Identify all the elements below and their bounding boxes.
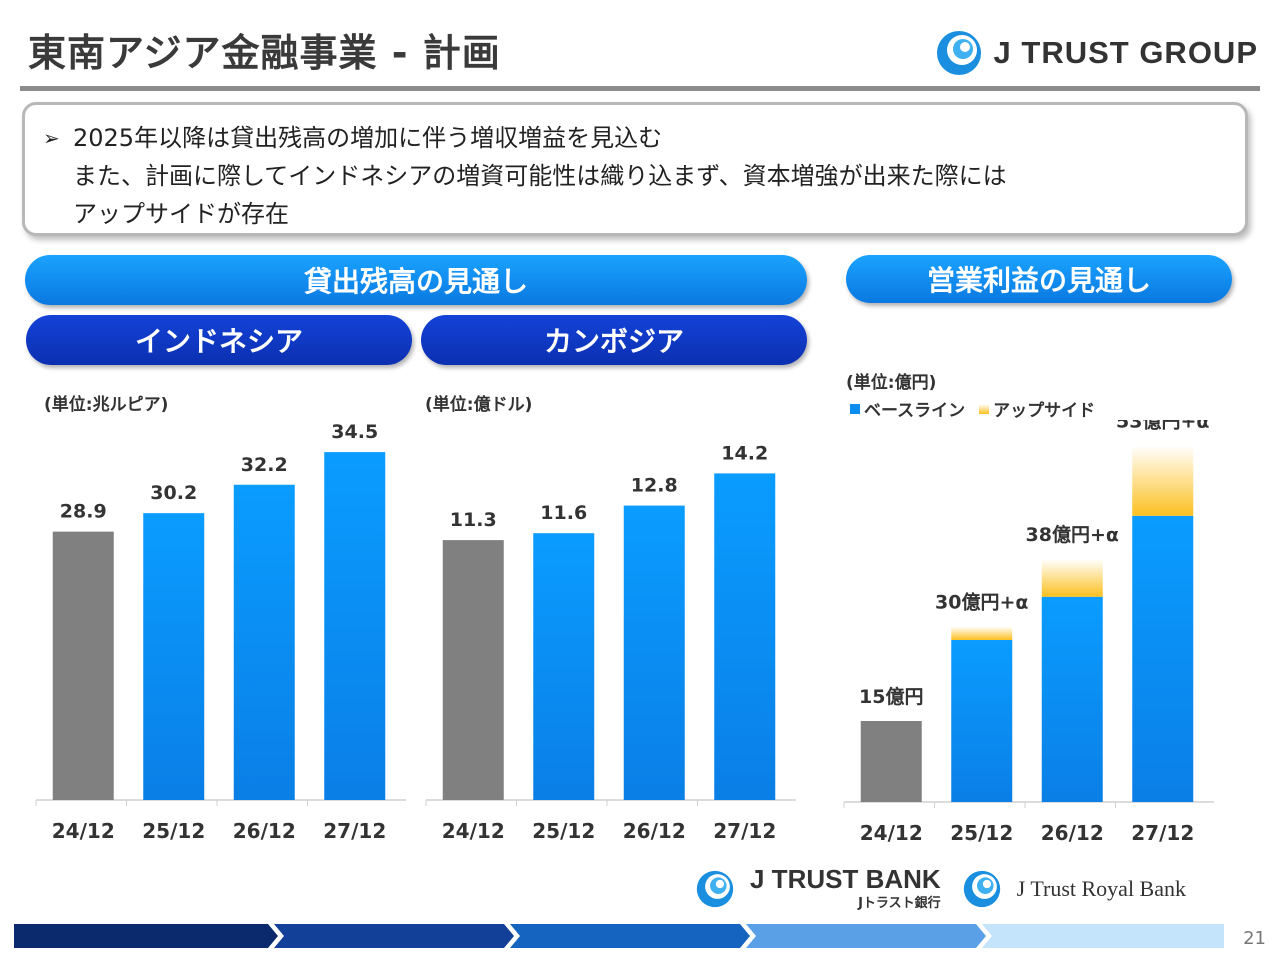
x-tick-label: 25/12 <box>142 819 205 843</box>
baseline-bar-27/12 <box>1132 515 1194 802</box>
baseline-bar-24/12 <box>860 721 922 802</box>
bank-name: J TRUST BANK <box>750 864 941 894</box>
value-label: 32.2 <box>241 454 288 476</box>
x-tick-label: 25/12 <box>950 821 1013 845</box>
note-line-2: また、計画に際してインドネシアの増資可能性は織り込まず、資本増強が出来た際には <box>73 162 1007 190</box>
indonesia-loan-chart: 28.9 24/12 30.2 25/12 32.2 26/12 34.5 27/12 <box>35 421 406 843</box>
indonesia-header: インドネシア <box>26 315 412 365</box>
cambodia-unit-label: (単位:億ドル) <box>425 395 533 415</box>
bank-sub-name: Jトラスト銀行 <box>858 896 941 911</box>
progress-chevron-bar <box>14 924 1224 948</box>
bar-25/12 <box>533 533 595 800</box>
upside-bar-25/12 <box>951 626 1013 640</box>
bar-27/12 <box>324 452 386 800</box>
bullet-arrow-icon: ➢ <box>43 126 60 150</box>
chevron-segment-1 <box>14 924 278 948</box>
bar-27/12 <box>714 473 776 800</box>
bar-26/12 <box>233 484 295 800</box>
x-tick-label: 27/12 <box>1131 821 1194 845</box>
cambodia-loan-chart: 11.3 24/12 11.6 25/12 12.8 26/12 14.2 27/12 <box>425 442 796 843</box>
baseline-swatch <box>850 403 860 414</box>
page-title: 東南アジア金融事業 - 計画 <box>28 31 501 75</box>
jtrust-bank-swirl-icon <box>696 870 734 907</box>
profit-legend: ベースライン アップサイド <box>850 396 1095 421</box>
value-label: 28.9 <box>60 501 107 523</box>
legend-label-baseline: ベースライン <box>864 401 966 421</box>
title-divider <box>20 86 1260 91</box>
operating-profit-chart: 15億円 24/12 30億円+α 25/12 38億円+α 26/12 53億円+α 27/… <box>843 420 1214 845</box>
value-label: 11.3 <box>450 509 497 531</box>
baseline-bar-25/12 <box>951 640 1013 802</box>
x-tick-label: 24/12 <box>860 821 923 845</box>
legend-item-upside: アップサイド <box>979 396 1095 421</box>
logo-text: J TRUST GROUP <box>993 35 1258 70</box>
profit-outlook-header: 営業利益の見通し <box>846 255 1232 303</box>
value-label: 38億円+α <box>1026 523 1119 546</box>
royal-bank-swirl-icon <box>963 870 1000 907</box>
value-label: 53億円+α <box>1116 420 1209 433</box>
value-label: 34.5 <box>331 421 378 443</box>
x-tick-label: 25/12 <box>532 819 595 843</box>
x-tick-label: 27/12 <box>713 819 776 843</box>
value-label: 15億円 <box>859 685 923 708</box>
chevron-segment-3 <box>510 924 750 948</box>
value-label: 12.8 <box>631 475 678 497</box>
royal-bank-name: J Trust Royal Bank <box>1016 875 1186 901</box>
x-tick-label: 27/12 <box>323 819 386 843</box>
cambodia-header: カンボジア <box>421 315 807 365</box>
loan-outlook-header: 貸出残高の見通し <box>25 255 807 305</box>
summary-note: ➢ 2025年以降は貸出残高の増加に伴う増収増益を見込む また、計画に際してイン… <box>22 102 1248 236</box>
page-number: 21 <box>1243 928 1266 949</box>
baseline-bar-26/12 <box>1041 596 1103 802</box>
bar-24/12 <box>52 531 114 800</box>
bar-24/12 <box>442 540 504 800</box>
value-label: 30億円+α <box>935 591 1028 614</box>
value-label: 30.2 <box>150 482 197 504</box>
indonesia-unit-label: (単位:兆ルピア) <box>44 395 169 415</box>
x-tick-label: 26/12 <box>623 819 686 843</box>
jtrust-bank-logo: J TRUST BANK Jトラスト銀行 <box>750 866 941 911</box>
x-tick-label: 24/12 <box>442 819 505 843</box>
jtrust-group-logo: J TRUST GROUP <box>936 30 1258 76</box>
x-tick-label: 26/12 <box>233 819 296 843</box>
chevron-segment-5 <box>982 924 1224 948</box>
value-label: 14.2 <box>721 442 768 464</box>
upside-bar-27/12 <box>1132 445 1194 516</box>
profit-unit-label: (単位:億円) <box>846 373 937 393</box>
jtrust-swirl-icon <box>936 31 981 75</box>
legend-item-baseline: ベースライン <box>850 396 965 421</box>
upside-bar-26/12 <box>1041 559 1103 597</box>
bar-25/12 <box>143 513 205 800</box>
x-tick-label: 24/12 <box>52 819 115 843</box>
legend-label-upside: アップサイド <box>993 401 1096 421</box>
note-line-3: アップサイドが存在 <box>73 200 289 228</box>
bar-26/12 <box>623 505 685 800</box>
upside-swatch <box>979 403 990 414</box>
value-label: 11.6 <box>540 502 587 524</box>
note-line-1: 2025年以降は貸出残高の増加に伴う増収増益を見込む <box>73 124 663 152</box>
x-tick-label: 26/12 <box>1041 821 1104 845</box>
chevron-segment-4 <box>746 924 986 948</box>
footer-logos: J TRUST BANK Jトラスト銀行 J Trust Royal Bank <box>696 866 1186 911</box>
chevron-segment-2 <box>274 924 514 948</box>
